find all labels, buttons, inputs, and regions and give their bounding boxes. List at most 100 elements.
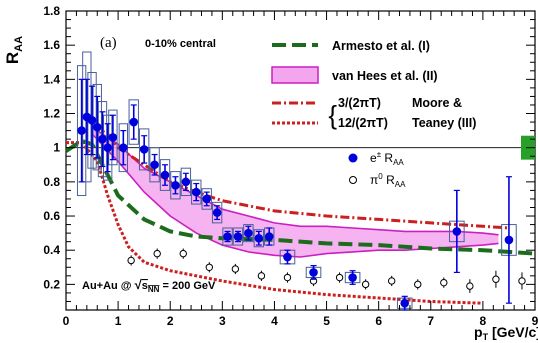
y-tick-label: 0.4 [43, 243, 60, 257]
legend-mt-line1: 3/(2πT) [338, 96, 381, 110]
electron-point-21 [264, 232, 274, 241]
tick-labels: 0 1 2 3 4 5 6 7 8 9 0.2 0.4 0.6 0.8 1 1.2 1.4 1.6 1.8 [43, 4, 538, 328]
electron-point-22 [283, 252, 292, 262]
y-axis-label: RAA [3, 36, 25, 64]
pion-point-6 [283, 273, 292, 282]
legend-electron-marker [348, 153, 358, 163]
pion-point-13 [466, 282, 474, 290]
electron-point-5 [103, 143, 112, 152]
centrality-label: 0-10% central [145, 38, 216, 50]
pion-point-5 [257, 272, 266, 280]
pion-point-0 [127, 256, 135, 265]
electron-point-15 [202, 194, 211, 204]
y-tick-label: 1.2 [43, 107, 60, 121]
y-tick-label: 0.6 [43, 209, 60, 223]
panel-label: (a) [100, 35, 117, 51]
y-tick-label: 1.4 [43, 72, 60, 86]
electron-sys-box-16 [211, 201, 223, 224]
electron-point-18 [233, 232, 243, 241]
electron-sys-box-18 [232, 227, 244, 246]
electron-sys-box-20 [253, 229, 265, 248]
electron-sys-box-17 [222, 227, 233, 246]
electron-point-24 [348, 273, 357, 282]
electron-point-19 [244, 228, 253, 238]
x-tick-label: 8 [480, 314, 487, 328]
x-tick-label: 2 [167, 314, 174, 328]
electron-point-27 [504, 235, 514, 245]
electron-point-20 [254, 233, 264, 243]
pion-point-10 [387, 277, 396, 285]
legend-vanhees-label: van Hees et al. (II) [332, 69, 438, 83]
y-tick-label: 1.8 [43, 4, 60, 18]
plot-frame [65, 10, 536, 311]
x-axis-label: pT [GeV/c] [474, 324, 538, 342]
legend: Armesto et al. (I) van Hees et al. (II) … [271, 39, 476, 189]
electron-point-26 [452, 227, 462, 236]
electron-point-17 [223, 232, 232, 241]
legend-mt-label1: Moore & [412, 96, 462, 110]
electron-point-0 [77, 126, 86, 135]
x-tick-label: 1 [115, 314, 122, 328]
system-label: Au+Au @ √sNN = 200 GeV [82, 277, 216, 294]
electron-sys-box-14 [191, 179, 202, 205]
legend-electron-label: e± RAA [370, 150, 404, 167]
electron-point-23 [309, 268, 318, 277]
vanhees-band-fill [92, 127, 499, 257]
electron-point-7 [119, 143, 128, 152]
x-tick-label: 5 [323, 314, 330, 328]
electron-point-3 [92, 122, 102, 132]
pion-point-1 [153, 249, 161, 258]
pion-point-12 [440, 278, 448, 287]
legend-pion-label: π0 RAA [370, 172, 406, 189]
electron-point-4 [98, 134, 107, 144]
electron-point-16 [212, 208, 222, 217]
electron-point-8 [129, 117, 139, 127]
model-curves [64, 124, 536, 305]
electron-sys-box-9 [138, 128, 150, 171]
legend-mt-brace: } [328, 100, 337, 130]
electron-sys-box-15 [201, 188, 212, 210]
pion-point-3 [205, 263, 214, 271]
pion-point-4 [231, 265, 240, 273]
legend-mt-line2: 12/(2πT) [338, 116, 388, 130]
y-tick-label: 1 [53, 141, 60, 155]
electron-sys-box-10 [149, 147, 160, 183]
y-tick-label: 0.8 [43, 175, 60, 189]
electron-point-12 [171, 180, 180, 190]
legend-vanhees-swatch [271, 66, 319, 84]
pion-point-2 [179, 249, 187, 258]
electron-sys-box-19 [243, 224, 254, 243]
pion-point-9 [361, 280, 370, 289]
electron-points [77, 78, 514, 311]
pion-point-11 [414, 280, 422, 289]
pion-point-14 [492, 275, 500, 283]
axis-ticks [65, 10, 536, 310]
x-tick-label: 4 [271, 314, 278, 328]
legend-mt-label2: Teaney (III) [412, 116, 476, 130]
electron-point-10 [150, 160, 159, 170]
electron-point-2 [87, 116, 97, 125]
electron-point-14 [191, 187, 201, 197]
legend-pion-marker [349, 176, 357, 184]
pion-point-8 [335, 273, 344, 282]
x-tick-label: 3 [219, 314, 226, 328]
vanhees-band [91, 126, 499, 258]
electron-point-13 [181, 177, 191, 187]
electron-point-6 [108, 133, 118, 142]
moore-teaney-12-curve [66, 141, 483, 305]
electron-point-25 [400, 298, 410, 308]
moore-teaney-3-curve [91, 124, 509, 230]
electron-point-9 [139, 145, 149, 154]
x-tick-label: 6 [375, 314, 382, 328]
legend-armesto-label: Armesto et al. (I) [332, 39, 430, 53]
electron-sys-box-12 [170, 171, 181, 200]
electron-sys-box-13 [180, 167, 192, 197]
x-tick-label: 0 [63, 314, 70, 328]
y-tick-label: 1.6 [43, 38, 60, 52]
x-tick-label: 9 [532, 314, 538, 328]
electron-sys-box-8 [128, 99, 139, 145]
pion-point-15 [518, 277, 526, 285]
electron-point-11 [160, 170, 170, 180]
electron-sys-box-11 [159, 159, 171, 191]
